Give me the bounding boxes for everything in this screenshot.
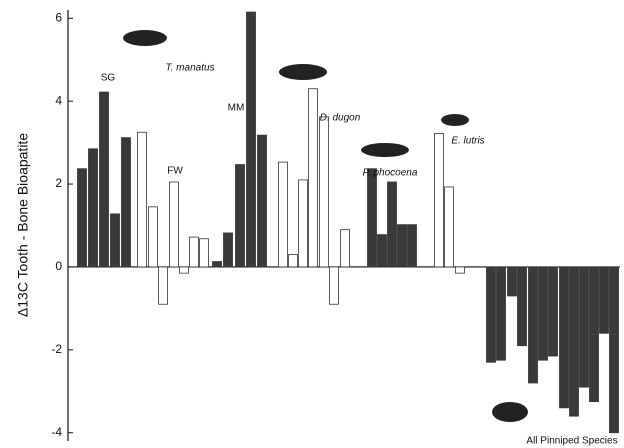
bar	[368, 169, 377, 267]
bar	[111, 214, 120, 267]
chart: Δ13C Tooth - Bone Bioapatite 6 4 2 0 -2 -4 SG T…	[0, 0, 624, 448]
bar	[190, 237, 199, 267]
bar	[224, 233, 233, 267]
bar	[299, 180, 308, 267]
bar	[518, 267, 527, 346]
y-tick-label: 0	[55, 259, 62, 273]
bar	[487, 267, 496, 362]
bar	[258, 135, 267, 267]
annotation: SG	[101, 73, 116, 84]
y-tick-label: 6	[55, 10, 62, 24]
annotation: All Pinniped Species	[526, 436, 617, 447]
annotation: T. manatus	[165, 63, 214, 74]
bar	[213, 262, 222, 267]
bar	[149, 207, 158, 267]
bar	[330, 267, 339, 304]
annotation: E. lutris	[451, 136, 484, 147]
y-tick-label: 4	[55, 93, 62, 107]
annotation: MM	[228, 103, 245, 114]
bar	[600, 267, 609, 333]
bar	[570, 267, 579, 416]
bar	[180, 267, 189, 273]
bar	[122, 138, 131, 267]
bar	[236, 165, 245, 267]
bar	[456, 267, 465, 273]
bar	[320, 117, 329, 267]
bar	[247, 12, 256, 267]
y-tick-label: 2	[55, 176, 62, 190]
bar	[100, 92, 109, 267]
bar	[309, 89, 318, 267]
bar	[408, 225, 417, 267]
y-tick-label: -4	[51, 425, 62, 439]
bar	[610, 267, 619, 433]
bar	[580, 267, 589, 387]
bar	[289, 255, 298, 267]
bar	[539, 267, 548, 360]
bar	[398, 225, 407, 267]
annotation: D. dugon	[320, 113, 361, 124]
annotation: FW	[167, 166, 183, 177]
bar	[435, 133, 444, 266]
bar	[378, 235, 387, 267]
annotation: P. phocoena	[363, 168, 418, 179]
bar	[138, 132, 147, 267]
y-axis-label: Δ13C Tooth - Bone Bioapatite	[15, 133, 31, 317]
bar	[200, 239, 209, 267]
bar	[89, 149, 98, 267]
y-tick-label: -2	[51, 342, 62, 356]
bar	[508, 267, 517, 296]
bar	[549, 267, 558, 356]
bar	[78, 169, 87, 267]
bar	[388, 182, 397, 267]
bar	[590, 267, 599, 402]
bar	[170, 182, 179, 267]
bar	[445, 187, 454, 267]
bar	[159, 267, 168, 304]
bar	[279, 162, 288, 267]
bar	[560, 267, 569, 408]
bar	[529, 267, 538, 383]
bar	[497, 267, 506, 360]
bar	[341, 230, 350, 267]
